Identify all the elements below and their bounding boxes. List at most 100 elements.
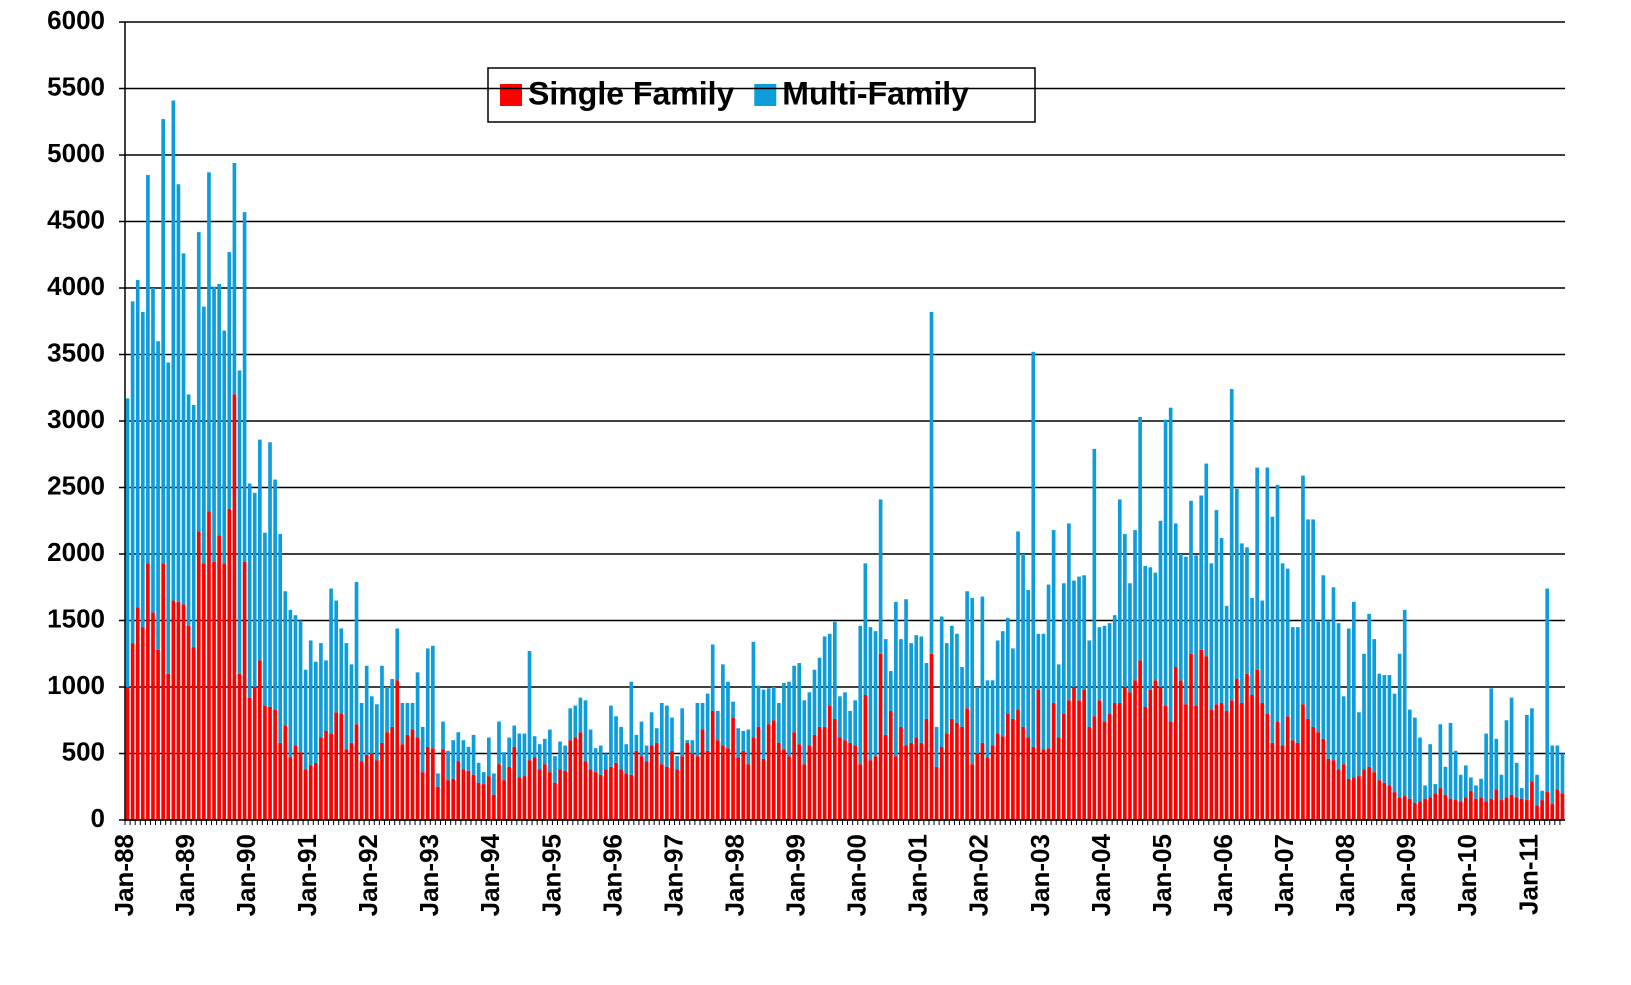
bar-segment xyxy=(690,740,695,754)
bar-segment xyxy=(1316,732,1321,820)
x-tick-label: Jan-10 xyxy=(1452,834,1482,916)
bar-segment xyxy=(1214,704,1219,820)
bar-segment xyxy=(1056,737,1061,820)
bar-segment xyxy=(156,649,160,820)
bar-segment xyxy=(1250,597,1254,695)
bar-segment xyxy=(929,653,934,820)
bar-segment xyxy=(298,620,303,753)
bar-segment xyxy=(1326,758,1331,820)
bar-segment xyxy=(975,687,980,754)
bar-segment xyxy=(313,661,318,763)
bar-segment xyxy=(654,728,659,743)
bar-segment xyxy=(1352,601,1356,778)
bar-segment xyxy=(777,702,781,743)
bar-segment xyxy=(985,680,990,758)
x-tick-label: Jan-96 xyxy=(597,834,627,916)
bar-segment xyxy=(1219,538,1224,703)
bar-segment xyxy=(1112,702,1117,820)
bar-segment xyxy=(914,635,919,738)
x-tick-label: Jan-06 xyxy=(1208,834,1238,916)
bar-segment xyxy=(1229,700,1234,820)
bar-segment xyxy=(1519,798,1524,820)
bar-segment xyxy=(685,740,690,743)
bar-segment xyxy=(369,753,374,820)
bar-segment xyxy=(1046,748,1051,820)
bar-segment xyxy=(161,563,165,820)
bar-segment xyxy=(583,761,588,820)
y-tick-label: 4500 xyxy=(47,204,105,234)
bar-segment xyxy=(939,746,944,820)
bar-segment xyxy=(364,665,369,755)
bar-segment xyxy=(425,746,430,820)
bar-segment xyxy=(1199,495,1204,650)
bar-segment xyxy=(1128,583,1132,693)
bar-segment xyxy=(502,780,506,820)
bar-segment xyxy=(1077,576,1081,701)
bar-segment xyxy=(1402,796,1407,820)
bar-segment xyxy=(817,726,822,820)
bar-segment xyxy=(1036,633,1041,690)
bar-segment xyxy=(1143,565,1148,707)
bar-segment xyxy=(883,639,888,735)
bar-segment xyxy=(441,749,445,820)
bar-segment xyxy=(1163,419,1168,706)
bar-segment xyxy=(736,757,740,820)
bar-segment xyxy=(766,724,771,820)
bar-segment xyxy=(125,687,130,820)
bar-segment xyxy=(339,713,344,820)
bar-segment xyxy=(359,702,364,762)
bar-segment xyxy=(186,625,191,820)
bar-segment xyxy=(639,721,644,757)
bar-segment xyxy=(1438,788,1443,820)
bar-segment xyxy=(471,774,476,820)
bar-segment xyxy=(334,712,338,820)
bar-segment xyxy=(400,744,405,820)
bar-segment xyxy=(492,773,496,795)
bar-segment xyxy=(1011,648,1015,719)
bar-segment xyxy=(771,687,776,721)
bar-segment xyxy=(1357,776,1361,820)
bar-segment xyxy=(140,627,145,820)
bar-segment xyxy=(451,740,456,779)
bar-segment xyxy=(914,737,919,820)
bar-segment xyxy=(715,710,720,741)
bar-segment xyxy=(1469,790,1473,820)
bar-segment xyxy=(578,697,583,733)
bar-segment xyxy=(761,758,766,820)
bar-segment xyxy=(965,591,969,709)
bar-segment xyxy=(1463,765,1468,798)
bar-segment xyxy=(1184,704,1188,820)
bar-segment xyxy=(1214,510,1219,705)
bar-segment xyxy=(690,753,695,820)
bar-segment xyxy=(349,664,354,743)
bar-segment xyxy=(456,732,461,762)
x-tick-label: Jan-89 xyxy=(170,834,200,916)
bar-segment xyxy=(1270,516,1275,743)
bar-segment xyxy=(883,734,888,820)
bar-segment xyxy=(1138,417,1142,661)
bar-segment xyxy=(1392,792,1397,820)
bar-segment xyxy=(156,341,160,650)
bar-segment xyxy=(1265,467,1270,714)
bar-segment xyxy=(237,673,242,820)
bar-segment xyxy=(680,756,685,820)
bar-segment xyxy=(731,717,735,820)
bar-segment xyxy=(990,745,995,820)
bar-segment xyxy=(644,761,649,820)
bar-segment xyxy=(1229,389,1234,701)
bar-segment xyxy=(542,738,547,765)
bar-segment xyxy=(542,764,547,820)
bar-segment xyxy=(1148,689,1153,820)
bar-segment xyxy=(858,625,863,765)
bar-segment xyxy=(1331,587,1336,761)
bar-segment xyxy=(537,744,542,770)
bar-segment xyxy=(853,700,858,746)
bar-segment xyxy=(1117,499,1122,703)
bar-segment xyxy=(481,784,486,820)
bar-segment xyxy=(909,643,913,743)
bar-segment xyxy=(1112,615,1117,703)
bar-segment xyxy=(1301,704,1305,820)
bar-segment xyxy=(288,757,293,820)
bar-segment xyxy=(522,733,527,777)
